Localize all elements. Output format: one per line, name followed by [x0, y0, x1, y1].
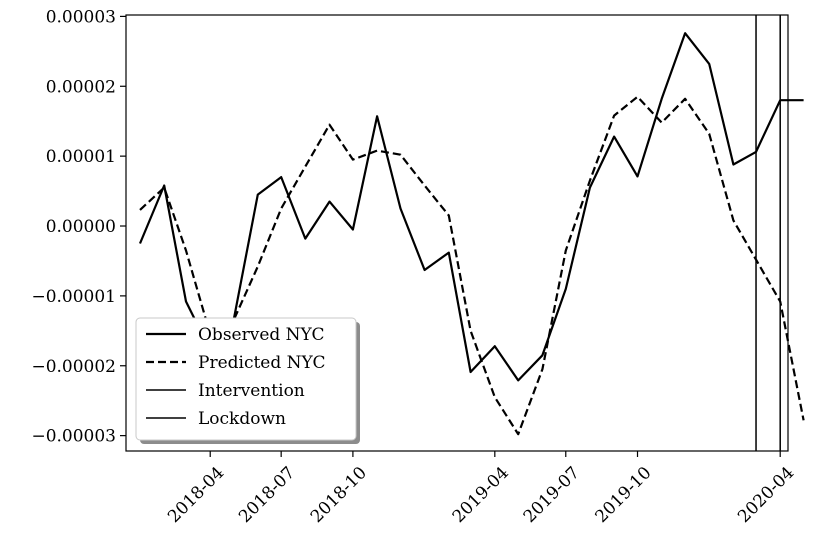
x-axis: 2018-04 2018-07 2018-10 2019-04 2019-07 2019-…: [164, 451, 798, 527]
y-axis: −0.00003 −0.00002 −0.00001 0.00000 0.00001 0.…: [31, 7, 126, 447]
legend-label-lockdown: Lockdown: [198, 409, 286, 429]
vline-layer: [755, 15, 781, 451]
y-tick-label: 0.00002: [46, 77, 116, 97]
series-layer: [138, 32, 805, 436]
x-tick-label: 2019-07: [520, 463, 584, 527]
y-tick-label: −0.00001: [31, 287, 116, 307]
legend-label-predicted: Predicted NYC: [198, 353, 325, 373]
y-tick-label: 0.00001: [46, 147, 116, 167]
y-tick-label: −0.00003: [31, 427, 116, 447]
x-tick-label: 2019-04: [449, 463, 513, 527]
x-tick-label: 2020-04: [734, 463, 798, 527]
x-tick-label: 2019-10: [591, 463, 655, 527]
x-tick-label: 2018-07: [235, 463, 299, 527]
series-line-observed-nyc: [138, 32, 804, 382]
legend-label-intervention: Intervention: [198, 381, 305, 401]
x-tick-label: 2018-10: [307, 463, 371, 527]
legend: Observed NYC Predicted NYC Intervention …: [135, 317, 360, 444]
legend-label-observed: Observed NYC: [198, 325, 325, 345]
y-tick-label: 0.00000: [46, 217, 116, 237]
series-line-predicted-nyc: [139, 95, 805, 436]
legend-box: [135, 317, 357, 441]
x-tick-label: 2018-04: [164, 463, 228, 527]
plot-frame: [125, 14, 789, 452]
y-tick-label: 0.00003: [46, 7, 116, 27]
y-tick-label: −0.00002: [31, 357, 116, 377]
